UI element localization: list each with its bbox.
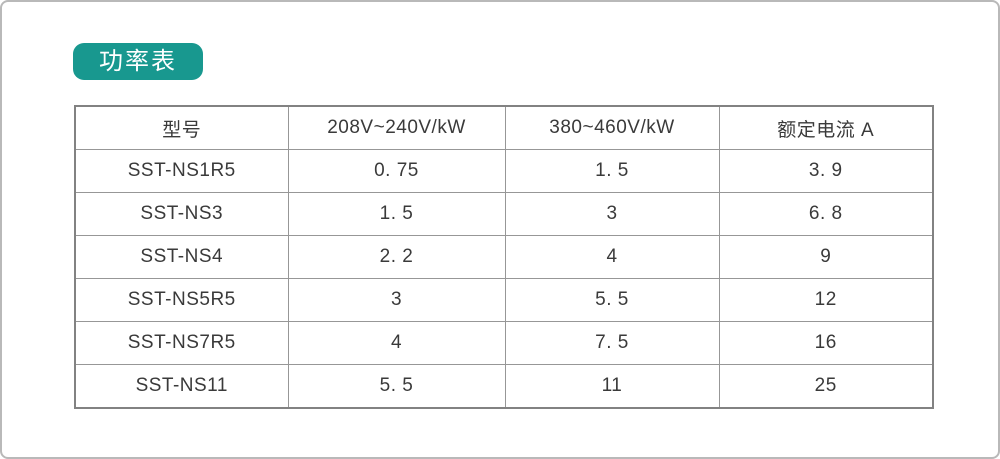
kw-208-240v-cell: 0. 75: [287, 149, 506, 193]
model-cell: SST-NS3: [74, 192, 289, 236]
kw-380-460v-cell: 7. 5: [504, 321, 720, 365]
kw-380-460v-cell: 5. 5: [504, 278, 720, 322]
model-cell: SST-NS7R5: [74, 321, 289, 365]
model-cell: SST-NS4: [74, 235, 289, 279]
header-208v-240v-kw: 208V~240V/kW: [287, 105, 506, 150]
header-rated-current: 额定电流 A: [718, 105, 934, 150]
kw-208-240v-cell: 5. 5: [287, 364, 506, 409]
header-380-460v-kw: 380~460V/kW: [504, 105, 720, 150]
kw-208-240v-cell: 4: [287, 321, 506, 365]
model-cell: SST-NS1R5: [74, 149, 289, 193]
kw-380-460v-cell: 4: [504, 235, 720, 279]
header-model: 型号: [74, 105, 289, 150]
rated-current-cell: 3. 9: [718, 149, 934, 193]
rated-current-cell: 16: [718, 321, 934, 365]
kw-208-240v-cell: 1. 5: [287, 192, 506, 236]
kw-380-460v-cell: 3: [504, 192, 720, 236]
rated-current-cell: 9: [718, 235, 934, 279]
kw-208-240v-cell: 2. 2: [287, 235, 506, 279]
table-row: SST-NS3 1. 5 3 6. 8: [74, 192, 934, 236]
table-row: SST-NS1R5 0. 75 1. 5 3. 9: [74, 149, 934, 193]
table-row: SST-NS11 5. 5 11 25: [74, 364, 934, 409]
rated-current-cell: 6. 8: [718, 192, 934, 236]
table-row: SST-NS5R5 3 5. 5 12: [74, 278, 934, 322]
rated-current-cell: 25: [718, 364, 934, 409]
power-table-title-badge: 功率表: [73, 43, 203, 80]
rated-current-cell: 12: [718, 278, 934, 322]
power-spec-table: 型号 208V~240V/kW 380~460V/kW 额定电流 A SST-N…: [74, 105, 934, 409]
table-header-row: 型号 208V~240V/kW 380~460V/kW 额定电流 A: [74, 105, 934, 150]
kw-208-240v-cell: 3: [287, 278, 506, 322]
kw-380-460v-cell: 11: [504, 364, 720, 409]
table-row: SST-NS4 2. 2 4 9: [74, 235, 934, 279]
kw-380-460v-cell: 1. 5: [504, 149, 720, 193]
model-cell: SST-NS5R5: [74, 278, 289, 322]
table-row: SST-NS7R5 4 7. 5 16: [74, 321, 934, 365]
model-cell: SST-NS11: [74, 364, 289, 409]
